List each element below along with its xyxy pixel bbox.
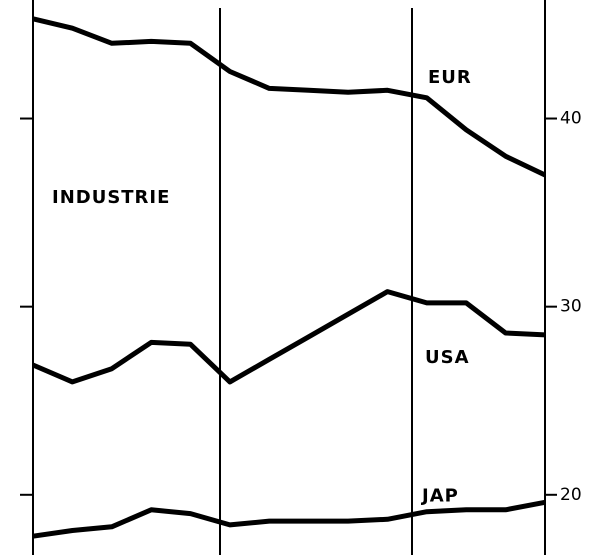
y-tick-label: 30 [560,297,582,317]
series-line [32,289,546,385]
y-tick-label: 20 [560,485,582,505]
series-label: JAP [420,486,459,507]
series-line [32,16,547,178]
y-tick-label: 40 [560,109,582,129]
series-label: USA [425,347,470,368]
series-line [32,499,546,539]
series-label: EUR [428,67,472,88]
annotation: INDUSTRIE [52,187,170,208]
